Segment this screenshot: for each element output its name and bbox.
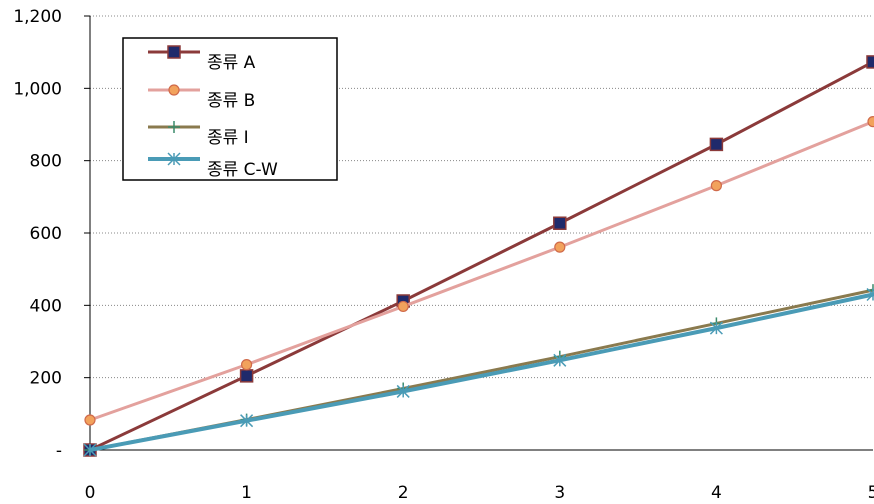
data-point (866, 55, 874, 69)
marker-circle (397, 300, 409, 313)
x-tick-label: 2 (398, 483, 409, 503)
marker-circle (168, 84, 180, 96)
marker-circle (867, 116, 874, 128)
x-tick-label: 0 (85, 483, 96, 503)
data-point (554, 241, 566, 253)
data-point (397, 300, 409, 313)
series-line-0 (89, 60, 874, 452)
data-point (553, 216, 567, 230)
data-point (710, 180, 723, 192)
data-point (84, 414, 96, 426)
data-point (709, 321, 723, 335)
series-line-3 (89, 292, 874, 452)
marker-circle (84, 414, 96, 426)
y-tick-label: 800 (30, 152, 62, 172)
legend-box (122, 37, 338, 181)
marker-circle (241, 359, 253, 371)
y-tick-label: 1,000 (13, 79, 62, 99)
data-point (83, 443, 97, 457)
y-tick-label: 600 (30, 224, 62, 244)
legend-label: 종류 I (207, 128, 249, 148)
legend-label: 종류 B (207, 91, 255, 111)
x-tick-label: 3 (554, 483, 565, 503)
marker-square (709, 137, 724, 152)
data-point (241, 359, 253, 371)
series-layer (83, 55, 874, 457)
data-point (866, 287, 874, 302)
y-tick-label: 1,200 (13, 7, 62, 27)
data-point (168, 84, 180, 96)
marker-circle (554, 241, 566, 253)
marker-square (866, 55, 874, 69)
axes: - 200 400 600 800 1,000 1,200 0 1 2 3 4 5 (13, 7, 874, 503)
marker-square (167, 45, 181, 59)
data-point (167, 152, 181, 166)
y-tick-label: - (56, 441, 62, 461)
data-point (709, 137, 724, 152)
data-point (867, 116, 874, 128)
data-point (553, 353, 567, 367)
data-point (240, 414, 254, 428)
legend: 종류 A 종류 B 종류 I 종류 C-W (122, 37, 338, 181)
marker-square (239, 369, 254, 383)
legend-label: 종류 C-W (207, 160, 278, 180)
data-point (396, 384, 410, 398)
data-point (239, 369, 254, 383)
legend-label: 종류 A (207, 53, 256, 73)
y-tick-label: 400 (30, 296, 62, 316)
marker-circle (710, 180, 723, 192)
y-tick-label: 200 (30, 369, 62, 389)
data-point (167, 45, 181, 59)
x-tick-label: 1 (241, 483, 252, 503)
marker-square (553, 216, 567, 230)
x-tick-label: 5 (868, 483, 874, 503)
x-tick-label: 4 (711, 483, 722, 503)
data-point (168, 121, 180, 133)
series-line-1 (89, 120, 874, 422)
